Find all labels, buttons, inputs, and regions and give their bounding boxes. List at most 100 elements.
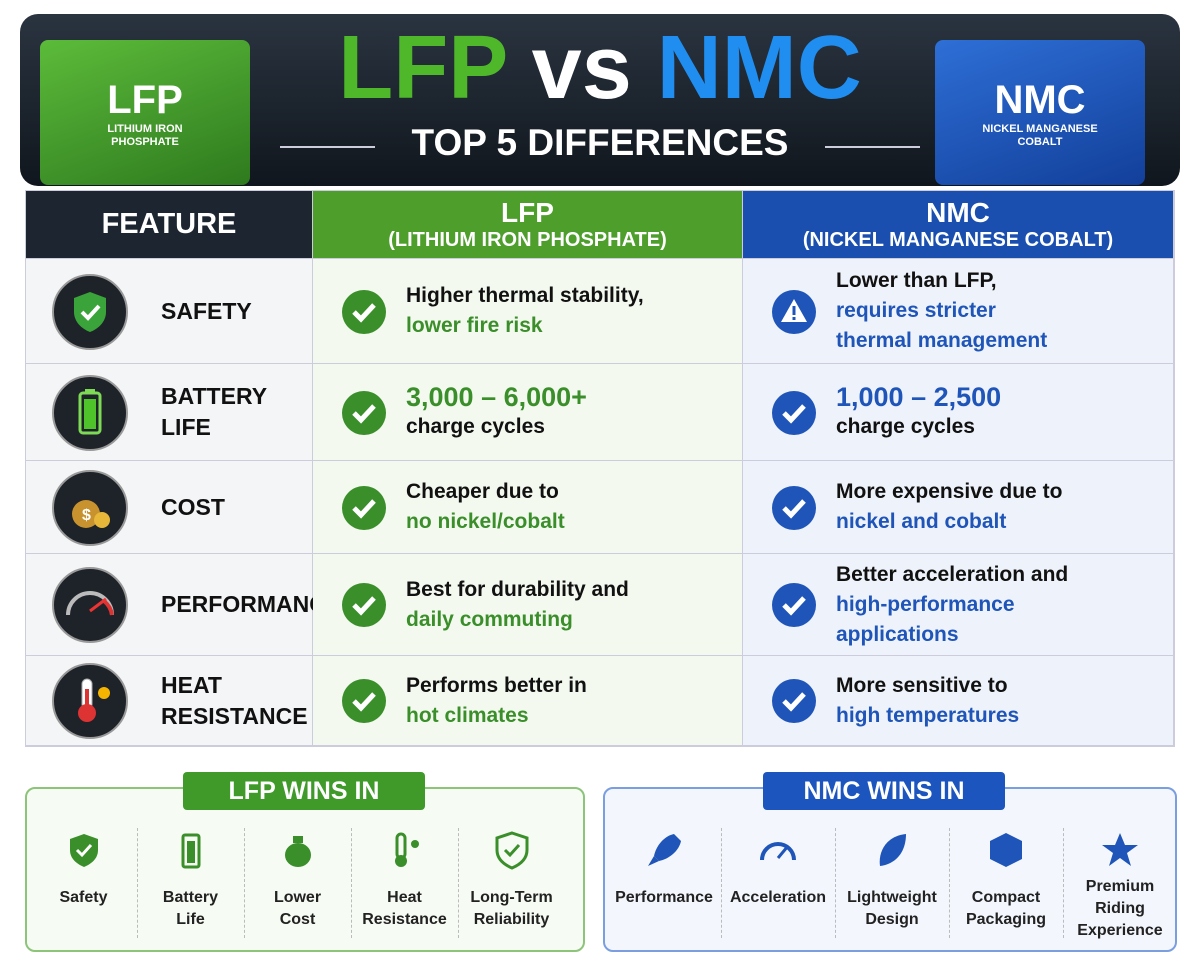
win-icon (385, 830, 425, 875)
icon-part (772, 583, 816, 627)
cell-text: Higher thermal stability, (406, 284, 644, 307)
status-icon (341, 582, 387, 633)
feature-icon (52, 374, 128, 456)
icon-part (74, 291, 106, 332)
cell-text: high temperatures (836, 703, 1020, 727)
win-item-label: Resistance (362, 911, 447, 928)
win-item-label: Battery (162, 889, 219, 906)
icon-part (760, 842, 796, 861)
icon-part (760, 842, 796, 861)
nmc-battery: NMC NICKEL MANGANESE COBALT (935, 40, 1145, 185)
icon-part (85, 388, 95, 393)
feature-label: RESISTANCE (161, 702, 308, 729)
icon-part (772, 390, 816, 435)
icon-part (782, 596, 806, 616)
icon-part (72, 499, 100, 528)
win-icon (644, 830, 684, 875)
cell-text: 1,000 – 2,500 (836, 382, 1002, 412)
icon-part (394, 855, 407, 867)
feature-icon: $ (52, 469, 128, 551)
icon-part (342, 485, 386, 530)
feature-label: SAFETY (161, 297, 252, 324)
icon-part (1102, 833, 1138, 866)
win-item-label: Long-Term (470, 889, 553, 906)
column-header: NMC (NICKEL MANGANESE COBALT) (743, 191, 1174, 259)
title-lfp: LFP (338, 18, 507, 118)
icon-part (352, 596, 376, 616)
cell-text: nickel and cobalt (836, 510, 1007, 533)
icon-part (52, 663, 128, 739)
feature-icon (52, 663, 128, 744)
icon-part: $ (82, 507, 91, 524)
cell-text: Cheaper due to (406, 480, 559, 503)
cell-text: More sensitive to (836, 673, 1008, 697)
win-item: Battery Life (137, 887, 244, 931)
feature-icon (52, 273, 128, 355)
cell-text: 3,000 – 6,000+ (406, 382, 587, 412)
cell-text: lower fire risk (406, 314, 543, 337)
cell-text: thermal management (836, 329, 1048, 352)
icon-part (648, 856, 659, 866)
icon-part (342, 289, 386, 334)
status-icon (771, 678, 817, 729)
icon-part (410, 840, 419, 848)
divider (1063, 828, 1064, 938)
cell-text: Performs better in (406, 673, 587, 697)
battery-sublabel: NICKEL MANGANESE (982, 123, 1098, 135)
icon-part (648, 834, 681, 866)
divider (137, 828, 138, 938)
icon-part (80, 304, 101, 321)
feature-label: COST (161, 493, 225, 520)
icon-part (772, 583, 816, 627)
cell-text: More expensive due to (836, 480, 1063, 503)
status-icon (771, 390, 817, 441)
status-icon (771, 289, 817, 340)
nmc-wins-title: NMC WINS IN (763, 772, 1005, 810)
divider (835, 828, 836, 938)
win-item-label: Riding (1095, 900, 1145, 917)
win-item-label: Life (176, 911, 205, 928)
icon-part (284, 836, 311, 867)
icon-part (342, 289, 386, 334)
icon-part (772, 289, 816, 334)
cell-text: charge cycles (406, 415, 545, 438)
icon-part (495, 831, 528, 870)
cell-text: charge cycles (836, 415, 975, 438)
icon-part (792, 316, 796, 320)
feature-label: LIFE (161, 414, 211, 440)
icon-part (52, 567, 128, 643)
win-item-label: Lightweight (847, 889, 937, 906)
icon-part (186, 841, 195, 863)
win-item: Long-Term Reliability (458, 887, 565, 931)
win-item: Safety (30, 887, 137, 909)
icon-part (352, 403, 376, 424)
cell-text: requires stricter (836, 299, 996, 322)
icon-part (879, 834, 906, 866)
icon-part (69, 834, 98, 867)
battery-label: LFP (107, 78, 183, 122)
rule (280, 146, 375, 148)
win-item: Premium Riding Experience (1063, 876, 1177, 942)
status-icon (771, 485, 817, 536)
status-icon (341, 289, 387, 340)
icon-part: $ (52, 469, 128, 546)
icon-part (503, 843, 520, 858)
win-item: Heat Resistance (351, 887, 458, 931)
win-item-label: Cost (279, 911, 316, 928)
win-item-label: Packaging (965, 911, 1047, 928)
icon-part (772, 485, 816, 530)
win-item: Lightweight Design (835, 887, 949, 931)
win-item: Lower Cost (244, 887, 351, 931)
title-nmc: NMC (656, 18, 862, 118)
comparison-table: FEATURE LFP (LITHIUM IRON PHOSPHATE) NMC (NI… (25, 190, 1175, 747)
win-icon (758, 830, 798, 875)
divider (949, 828, 950, 938)
status-icon (341, 678, 387, 729)
divider (351, 828, 352, 938)
icon-part (284, 843, 311, 867)
icon-part (990, 833, 1022, 867)
icon-part (342, 485, 386, 530)
column-header: FEATURE (26, 191, 313, 259)
win-item-label: Design (865, 911, 919, 928)
